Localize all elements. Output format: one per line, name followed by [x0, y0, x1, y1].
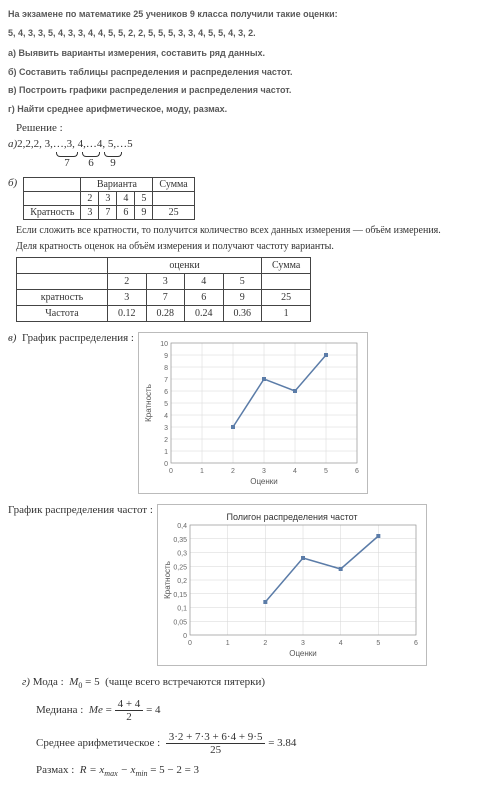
svg-text:8: 8: [164, 365, 168, 372]
svg-text:0,3: 0,3: [177, 550, 187, 557]
svg-text:2: 2: [263, 640, 267, 647]
median-line: Медиана : Me = 4 + 42 = 4: [36, 698, 492, 723]
svg-text:5: 5: [376, 640, 380, 647]
svg-text:10: 10: [160, 341, 168, 348]
solution-label: Решение :: [16, 122, 492, 134]
svg-text:0,15: 0,15: [173, 591, 187, 598]
question-g: г) Найти среднее арифметическое, моду, р…: [8, 103, 492, 116]
part-v-title1: в) График распределения :: [8, 332, 134, 344]
svg-text:6: 6: [164, 389, 168, 396]
svg-text:4: 4: [293, 468, 297, 475]
svg-text:0: 0: [164, 461, 168, 468]
part-a-sequence: 2,2,2, 3,…,3, 4,…4, 5,…5: [17, 138, 133, 150]
chart-frequency: Полигон распределения частот 0 0,05 0,1 0,15…: [157, 504, 427, 666]
svg-text:3: 3: [301, 640, 305, 647]
svg-text:0,35: 0,35: [173, 536, 187, 543]
svg-text:6: 6: [355, 468, 359, 475]
svg-text:7: 7: [164, 377, 168, 384]
part-b-label: б): [8, 177, 17, 189]
svg-text:5: 5: [164, 401, 168, 408]
svg-text:0,05: 0,05: [173, 619, 187, 626]
big-table: оценкиСумма2345кратность376925Частота0.1…: [16, 257, 311, 322]
part-a-label: а): [8, 138, 17, 150]
question-a: а) Выявить варианты измерения, составить…: [8, 47, 492, 60]
svg-text:5: 5: [324, 468, 328, 475]
chart-distribution: 0 1 2 3 4 5 6 7 8 9 10 0 1 2 3 4 5 6 Оценки Кратность: [138, 332, 368, 494]
svg-text:0,1: 0,1: [177, 605, 187, 612]
svg-text:Кратность: Кратность: [144, 384, 153, 422]
mean-line: Среднее арифметическое : 3·2 + 7·3 + 6·4…: [36, 731, 492, 756]
svg-text:1: 1: [226, 640, 230, 647]
svg-text:3: 3: [262, 468, 266, 475]
svg-text:3: 3: [164, 425, 168, 432]
svg-text:9: 9: [164, 353, 168, 360]
svg-text:Оценки: Оценки: [250, 477, 278, 486]
part-a-row: а)2,2,2, 3,…,3, 4,…4, 5,…5: [8, 138, 492, 150]
svg-text:Кратность: Кратность: [163, 561, 172, 599]
svg-text:1: 1: [200, 468, 204, 475]
svg-text:0: 0: [183, 633, 187, 640]
question-v: в) Построить графики распределения и рас…: [8, 84, 492, 97]
svg-text:0: 0: [169, 468, 173, 475]
svg-text:0,2: 0,2: [177, 578, 187, 585]
svg-text:1: 1: [164, 449, 168, 456]
problem-intro: На экзамене по математике 25 учеников 9 …: [8, 8, 492, 21]
svg-text:4: 4: [339, 640, 343, 647]
svg-text:Оценки: Оценки: [289, 649, 317, 658]
svg-text:2: 2: [164, 437, 168, 444]
problem-data: 5, 4, 3, 3, 5, 4, 3, 3, 4, 4, 5, 5, 2, 2…: [8, 27, 492, 40]
brace-row: 769: [54, 152, 492, 169]
svg-text:0,25: 0,25: [173, 564, 187, 571]
svg-text:4: 4: [164, 413, 168, 420]
part-v-title2: График распределения частот :: [8, 504, 153, 516]
moda-line: г) Мода : M0 = 5 (чаще всего встречаются…: [22, 676, 492, 690]
range-line: Размах : R = xmax − xmin = 5 − 2 = 3: [36, 764, 492, 778]
svg-text:6: 6: [414, 640, 418, 647]
svg-text:0,4: 0,4: [177, 523, 187, 530]
svg-text:Полигон распределения частот: Полигон распределения частот: [226, 512, 357, 522]
svg-text:0: 0: [188, 640, 192, 647]
small-table: ВариантаСумма2345Кратность376925: [23, 177, 195, 220]
svg-text:2: 2: [231, 468, 235, 475]
text-frequency: Деля кратность оценок на объём измерения…: [16, 240, 492, 253]
text-volume: Если сложить все кратности, то получится…: [16, 224, 492, 237]
question-b: б) Составить таблицы распределения и рас…: [8, 66, 492, 79]
